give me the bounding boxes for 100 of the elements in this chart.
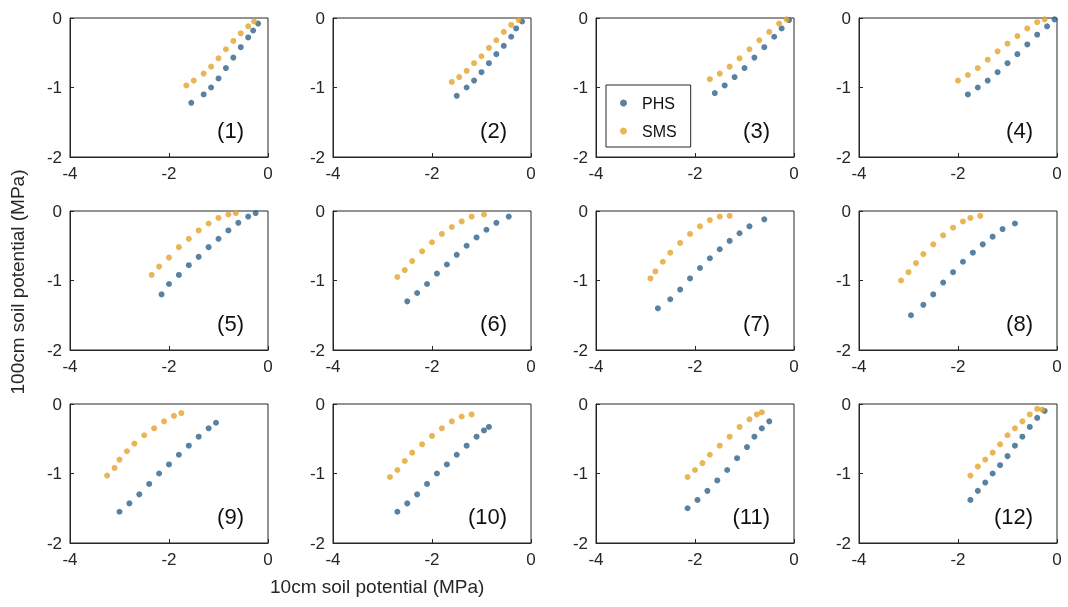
y-tick-label: -2 — [572, 533, 588, 553]
point — [116, 456, 123, 463]
point — [940, 232, 947, 239]
point — [1004, 453, 1011, 460]
point — [920, 251, 927, 258]
point — [761, 44, 768, 51]
point — [473, 234, 480, 241]
point — [1026, 423, 1033, 430]
point — [232, 210, 239, 217]
point — [724, 467, 731, 474]
point — [222, 65, 229, 72]
y-tick-label: -2 — [309, 533, 325, 553]
x-tick-label: -4 — [325, 357, 341, 376]
point — [252, 210, 259, 217]
point — [485, 60, 492, 67]
point — [433, 470, 440, 477]
point — [714, 477, 721, 484]
point — [647, 275, 654, 282]
annotation: (7) — [743, 310, 770, 336]
point — [766, 418, 773, 425]
point — [721, 82, 728, 89]
annotation: (11) — [732, 503, 771, 529]
point — [404, 500, 411, 507]
point — [967, 214, 974, 221]
y-tick-label: -1 — [46, 78, 62, 97]
point — [513, 25, 520, 32]
point — [471, 77, 478, 84]
point — [699, 460, 706, 467]
x-tick-label: -2 — [161, 164, 177, 183]
point — [905, 269, 912, 276]
x-tick-label: -4 — [62, 550, 78, 569]
point — [912, 260, 919, 267]
point — [979, 241, 986, 248]
annotation: (9) — [217, 503, 244, 529]
point — [453, 92, 460, 99]
point — [151, 425, 158, 432]
point — [967, 496, 974, 503]
point — [386, 473, 393, 480]
x-tick-label: -2 — [687, 550, 703, 569]
annotation: (2) — [480, 117, 507, 143]
y-tick-label: 0 — [841, 394, 851, 414]
point — [208, 84, 215, 91]
point — [429, 239, 435, 246]
legend-label: SMS — [642, 122, 677, 140]
point — [225, 211, 232, 218]
point — [463, 242, 470, 249]
point — [453, 251, 460, 258]
point — [166, 280, 172, 287]
point — [183, 82, 190, 89]
annotation: (5) — [217, 310, 244, 336]
point — [136, 491, 143, 498]
point — [974, 487, 981, 494]
point — [251, 18, 258, 25]
x-tick-label: -2 — [161, 357, 177, 376]
point — [997, 462, 1004, 469]
y-tick-label: -1 — [572, 271, 588, 290]
point — [1011, 220, 1018, 227]
point — [443, 461, 450, 468]
x-tick-label: -4 — [588, 550, 604, 569]
point — [458, 218, 465, 225]
point — [394, 508, 401, 515]
point — [456, 74, 463, 81]
point — [116, 508, 123, 515]
y-tick-label: 0 — [315, 201, 325, 221]
x-tick-label: -2 — [950, 550, 966, 569]
point — [394, 467, 401, 474]
annotation: (4) — [1006, 117, 1033, 143]
point — [205, 220, 212, 227]
point — [959, 258, 966, 265]
x-tick-label: -4 — [325, 550, 341, 569]
point — [1011, 442, 1018, 449]
point — [188, 99, 195, 106]
point — [1041, 16, 1048, 23]
point — [195, 253, 202, 260]
point — [409, 449, 416, 456]
point — [692, 467, 698, 474]
point — [250, 27, 257, 34]
point — [687, 275, 694, 282]
point — [984, 56, 991, 63]
x-tick-label: -2 — [424, 357, 440, 376]
point — [974, 65, 981, 72]
point — [1024, 41, 1031, 48]
point — [716, 213, 723, 220]
point — [920, 301, 927, 308]
point — [166, 254, 172, 261]
x-tick-label: -2 — [424, 164, 440, 183]
point — [940, 279, 947, 286]
point — [493, 219, 500, 226]
y-tick-label: -2 — [46, 147, 62, 167]
y-tick-label: -1 — [46, 271, 62, 290]
point — [677, 286, 684, 293]
y-tick-label: -2 — [835, 533, 851, 553]
point — [667, 249, 674, 256]
x-tick-label: -4 — [62, 164, 78, 183]
point — [175, 451, 182, 458]
point — [716, 442, 723, 449]
point — [123, 448, 130, 455]
point — [706, 255, 713, 262]
point — [215, 55, 222, 62]
point — [175, 244, 182, 251]
